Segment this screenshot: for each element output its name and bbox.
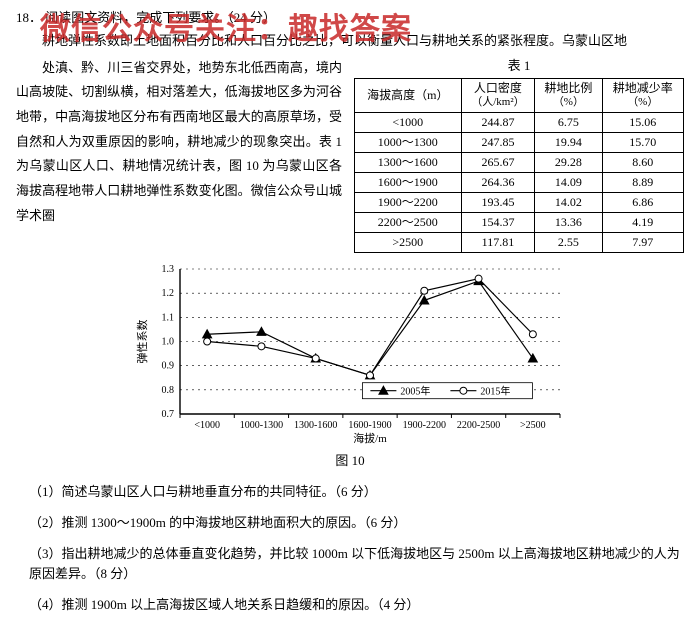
table-cell: 14.02 — [535, 193, 602, 213]
table-cell: 8.89 — [602, 173, 683, 193]
table-row: 1900～2200193.4514.026.86 — [355, 193, 684, 213]
table-cell: 29.28 — [535, 153, 602, 173]
svg-text:0.7: 0.7 — [162, 409, 175, 420]
table-cell: 13.36 — [535, 213, 602, 233]
sub-question: （4）推测 1900m 以上高海拔区域人地关系日趋缓和的原因。（4 分） — [16, 595, 684, 616]
table-cell: 8.60 — [602, 153, 683, 173]
svg-text:弹性系数: 弹性系数 — [135, 320, 149, 364]
table-cell: 4.19 — [602, 213, 683, 233]
svg-text:0.9: 0.9 — [162, 361, 175, 372]
table-cell: 6.75 — [535, 113, 602, 133]
svg-text:1.3: 1.3 — [162, 264, 175, 275]
sub-question: （2）推测 1300～1900m 的中海拔地区耕地面积大的原因。（6 分） — [16, 513, 684, 534]
table-wrap: 表 1 海拔高度（m）人口密度（人/km²）耕地比例（%）耕地减少率（%） <1… — [354, 56, 684, 254]
table-cell: 15.06 — [602, 113, 683, 133]
svg-text:1000-1300: 1000-1300 — [240, 420, 283, 431]
table-cell: >2500 — [355, 233, 462, 253]
table-cell: 1000～1300 — [355, 133, 462, 153]
sub-question: （1）简述乌蒙山区人口与耕地垂直分布的共同特征。（6 分） — [16, 482, 684, 503]
table-cell: 1300～1600 — [355, 153, 462, 173]
table-row: <1000244.876.7515.06 — [355, 113, 684, 133]
table-cell: 265.67 — [461, 153, 535, 173]
svg-text:1.0: 1.0 — [162, 337, 175, 348]
table-row: 2200～2500154.3713.364.19 — [355, 213, 684, 233]
svg-text:1900-2200: 1900-2200 — [403, 420, 446, 431]
table-cell: 1900～2200 — [355, 193, 462, 213]
elasticity-chart: 0.7 0.8 0.9 1.0 1.1 1.2 1.3 <1000 1000-1300 1300-… — [120, 259, 580, 449]
question-header: 18． 阅读图文资料，完成下列要求。（24 分） — [16, 8, 684, 29]
table-cell: 2.55 — [535, 233, 602, 253]
table-cell: 264.36 — [461, 173, 535, 193]
table-row: 1600～1900264.3614.098.89 — [355, 173, 684, 193]
table-cell: <1000 — [355, 113, 462, 133]
table-caption: 表 1 — [354, 56, 684, 77]
data-table: 海拔高度（m）人口密度（人/km²）耕地比例（%）耕地减少率（%） <10002… — [354, 78, 684, 253]
svg-text:1600-1900: 1600-1900 — [348, 420, 391, 431]
svg-text:2015年: 2015年 — [480, 385, 510, 398]
sub-question: （3）指出耕地减少的总体垂直变化趋势，并比较 1000m 以下低海拔地区与 25… — [16, 544, 684, 586]
table-cell: 154.37 — [461, 213, 535, 233]
table-cell: 14.09 — [535, 173, 602, 193]
svg-text:<1000: <1000 — [194, 420, 220, 431]
table-header: 耕地减少率（%） — [602, 79, 683, 113]
table-cell: 117.81 — [461, 233, 535, 253]
svg-text:1300-1600: 1300-1600 — [294, 420, 337, 431]
svg-text:0.8: 0.8 — [162, 385, 175, 396]
table-header: 耕地比例（%） — [535, 79, 602, 113]
svg-text:1.1: 1.1 — [162, 312, 175, 323]
table-cell: 7.97 — [602, 233, 683, 253]
narrative-column: 处滇、黔、川三省交界处，地势东北低西南高，境内山高坡陡、切割纵横，相对落差大，低… — [16, 56, 342, 254]
table-row: 1300～1600265.6729.288.60 — [355, 153, 684, 173]
table-cell: 6.86 — [602, 193, 683, 213]
table-cell: 193.45 — [461, 193, 535, 213]
narrative-lead: 耕地弹性系数即土地面积百分比和人口百分比之比，可以衡量人口与耕地关系的紧张程度。… — [16, 31, 684, 52]
table-cell: 2200～2500 — [355, 213, 462, 233]
table-header: 人口密度（人/km²） — [461, 79, 535, 113]
svg-text:海拔/m: 海拔/m — [353, 431, 387, 445]
table-cell: 247.85 — [461, 133, 535, 153]
chart-caption: 图 10 — [16, 451, 684, 472]
svg-text:>2500: >2500 — [520, 420, 546, 431]
svg-text:2200-2500: 2200-2500 — [457, 420, 500, 431]
table-cell: 15.70 — [602, 133, 683, 153]
question-prompt: 阅读图文资料，完成下列要求。（24 分） — [45, 10, 276, 25]
table-cell: 1600～1900 — [355, 173, 462, 193]
table-cell: 244.87 — [461, 113, 535, 133]
table-cell: 19.94 — [535, 133, 602, 153]
narrative-body: 处滇、黔、川三省交界处，地势东北低西南高，境内山高坡陡、切割纵横，相对落差大，低… — [16, 60, 342, 198]
svg-text:2005年: 2005年 — [400, 385, 430, 398]
table-row: >2500117.812.557.97 — [355, 233, 684, 253]
svg-text:1.2: 1.2 — [162, 288, 175, 299]
chart-wrap: 0.7 0.8 0.9 1.0 1.1 1.2 1.3 <1000 1000-1300 1300-… — [16, 259, 684, 472]
question-number: 18． — [16, 10, 42, 25]
table-row: 1000～1300247.8519.9415.70 — [355, 133, 684, 153]
table-header: 海拔高度（m） — [355, 79, 462, 113]
